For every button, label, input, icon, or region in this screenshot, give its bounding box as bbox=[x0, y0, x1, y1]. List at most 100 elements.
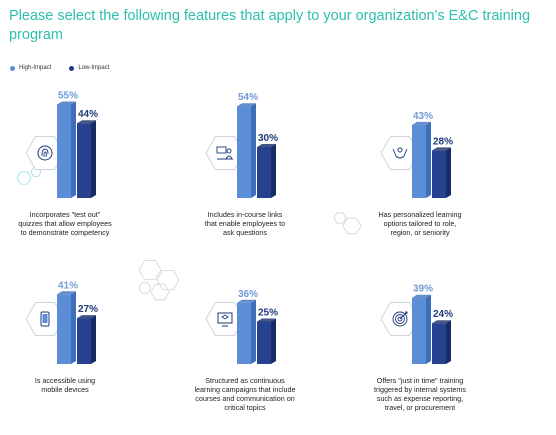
bar-low-impact-side bbox=[91, 315, 96, 364]
bar-high-impact-top bbox=[57, 291, 76, 295]
caption-line: Structured as continuous bbox=[205, 376, 285, 385]
legend: High-Impact Low-Impact bbox=[10, 65, 109, 71]
decorative-hexagon bbox=[333, 212, 347, 224]
data-label-low-impact: 25% bbox=[258, 308, 278, 319]
fingerprint-ridges bbox=[41, 148, 49, 158]
decorative-hexagon bbox=[156, 270, 180, 290]
bar-low-impact bbox=[432, 150, 446, 198]
bar-high-impact bbox=[412, 124, 426, 198]
panel-caption: Includes in-course links that enable empl… bbox=[185, 210, 305, 237]
caption-line: Offers "just in time" training bbox=[376, 376, 464, 385]
panel-caption: Is accessible using mobile devices bbox=[5, 376, 125, 394]
presenter-body bbox=[217, 155, 233, 160]
bar-low-impact bbox=[432, 323, 446, 364]
page-title: Please select the following features tha… bbox=[9, 8, 531, 43]
legend-label-low-impact: Low-Impact bbox=[78, 65, 110, 71]
bar-high-impact-top bbox=[412, 294, 431, 298]
presenter-chat-icon bbox=[205, 136, 245, 170]
data-label-low-impact: 27% bbox=[78, 304, 98, 315]
bar-high-impact-side bbox=[251, 299, 256, 364]
caption-line: that enable employees to bbox=[204, 219, 286, 228]
bar-high-impact bbox=[412, 297, 426, 364]
panel-caption: Structured as continuous learning campaig… bbox=[185, 376, 305, 412]
presenter-head bbox=[226, 148, 232, 154]
bar-high-impact-top bbox=[237, 299, 256, 303]
bar-high-impact-side bbox=[426, 294, 431, 364]
caption-line: triggered by internal systems bbox=[374, 385, 466, 394]
bar-low-impact-top bbox=[432, 320, 451, 324]
target-ring bbox=[392, 311, 408, 327]
target-arrow bbox=[399, 311, 408, 320]
bar-low-impact-side bbox=[271, 318, 276, 364]
caption-line: region, or seniority bbox=[390, 228, 450, 237]
phone-screen bbox=[42, 314, 48, 323]
data-label-high-impact: 55% bbox=[58, 91, 78, 102]
bar-high-impact-side bbox=[71, 291, 76, 364]
decorative-hexagon bbox=[138, 282, 152, 294]
caption-line: learning campaigns that include bbox=[194, 385, 296, 394]
bar-high-impact-side bbox=[251, 103, 256, 198]
legend-item-low-impact: Low-Impact bbox=[69, 65, 109, 71]
bar-low-impact-top bbox=[257, 318, 276, 322]
data-label-low-impact: 24% bbox=[433, 309, 453, 320]
fingerprint-outer-ring bbox=[37, 145, 53, 161]
bar-low-impact bbox=[257, 321, 271, 364]
data-label-low-impact: 44% bbox=[78, 109, 98, 120]
bar-low-impact bbox=[77, 318, 91, 364]
bar-low-impact-top bbox=[257, 144, 276, 147]
data-label-high-impact: 36% bbox=[238, 289, 258, 300]
data-label-low-impact: 28% bbox=[433, 136, 453, 147]
graduation-cap bbox=[221, 314, 229, 327]
mobile-icon bbox=[25, 302, 65, 336]
legend-item-high-impact: High-Impact bbox=[10, 65, 51, 71]
decorative-hexagon bbox=[16, 171, 32, 185]
bar-high-impact-top bbox=[412, 121, 431, 125]
caption-line: Has personalized learning bbox=[378, 210, 462, 219]
bar-low-impact-side bbox=[446, 320, 451, 364]
decorative-hexagon bbox=[150, 283, 170, 301]
bar-low-impact-side bbox=[91, 120, 96, 198]
bar-high-impact bbox=[237, 106, 251, 198]
icon-hexagon bbox=[25, 136, 65, 170]
bar-high-impact-side bbox=[426, 121, 431, 198]
caption-line: travel, or procurement bbox=[384, 403, 456, 412]
caption-line: quizzes that allow employees bbox=[18, 219, 112, 228]
caption-line: mobile devices bbox=[41, 385, 89, 394]
hand-person-icon bbox=[380, 136, 420, 170]
person-head bbox=[397, 147, 403, 153]
caption-line: options tailored to role, bbox=[383, 219, 457, 228]
open-hands bbox=[392, 148, 408, 159]
data-label-high-impact: 41% bbox=[58, 280, 78, 291]
caption-line: to demonstrate competency bbox=[20, 228, 110, 237]
icon-hexagon bbox=[380, 136, 420, 170]
chat-bubble bbox=[216, 146, 227, 154]
bar-high-impact-side bbox=[71, 101, 76, 198]
bar-high-impact bbox=[237, 302, 251, 364]
panel-caption: Has personalized learning options tailore… bbox=[360, 210, 480, 237]
target-ring bbox=[397, 316, 403, 322]
target-ring bbox=[395, 314, 405, 324]
monitor-graduation-icon bbox=[205, 302, 245, 336]
caption-line: critical topics bbox=[224, 403, 266, 412]
data-label-high-impact: 39% bbox=[413, 284, 433, 295]
bar-high-impact-top bbox=[237, 103, 256, 107]
panel-caption: Incorporates "test out" quizzes that allo… bbox=[5, 210, 125, 237]
bar-high-impact bbox=[57, 104, 71, 198]
caption-line: Includes in-course links bbox=[207, 210, 283, 219]
bar-low-impact-side bbox=[271, 144, 276, 198]
phone-body bbox=[40, 311, 50, 327]
bar-high-impact bbox=[57, 294, 71, 364]
legend-swatch-low-impact bbox=[69, 65, 75, 71]
fingerprint-icon bbox=[25, 136, 65, 170]
panel-caption: Offers "just in time" training triggered … bbox=[360, 376, 480, 412]
bar-low-impact-top bbox=[77, 120, 96, 124]
decorative-hexagon bbox=[138, 260, 162, 280]
legend-swatch-high-impact bbox=[10, 65, 15, 71]
data-label-low-impact: 30% bbox=[258, 133, 278, 144]
data-label-high-impact: 54% bbox=[238, 92, 258, 103]
caption-line: courses and communication on bbox=[195, 394, 295, 403]
bar-low-impact bbox=[77, 123, 91, 198]
bar-low-impact bbox=[257, 147, 271, 198]
decorative-hexagon bbox=[342, 217, 362, 235]
